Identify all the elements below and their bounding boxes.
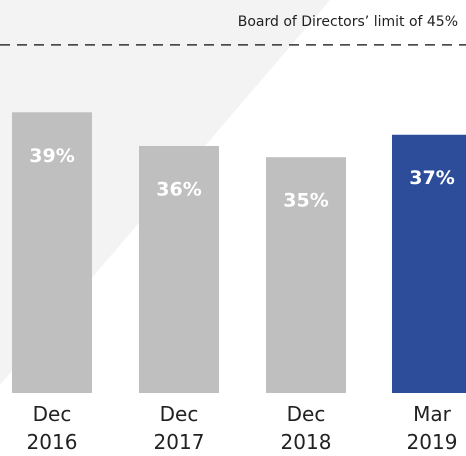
value-label: 39% (29, 145, 74, 167)
x-tick-label: Dec 2017 (153, 402, 205, 454)
bar (266, 157, 346, 393)
value-label: 37% (409, 167, 454, 189)
reference-label: Board of Directors’ limit of 45% (238, 14, 458, 30)
bar (392, 134, 466, 393)
x-tick-label: Dec 2018 (280, 402, 332, 454)
bar (139, 145, 219, 393)
bar (12, 112, 92, 394)
value-label: 35% (283, 190, 328, 212)
x-tick-label: Dec 2016 (26, 402, 78, 454)
value-label: 36% (156, 178, 201, 200)
x-tick-label: Mar 2019 (406, 402, 458, 454)
